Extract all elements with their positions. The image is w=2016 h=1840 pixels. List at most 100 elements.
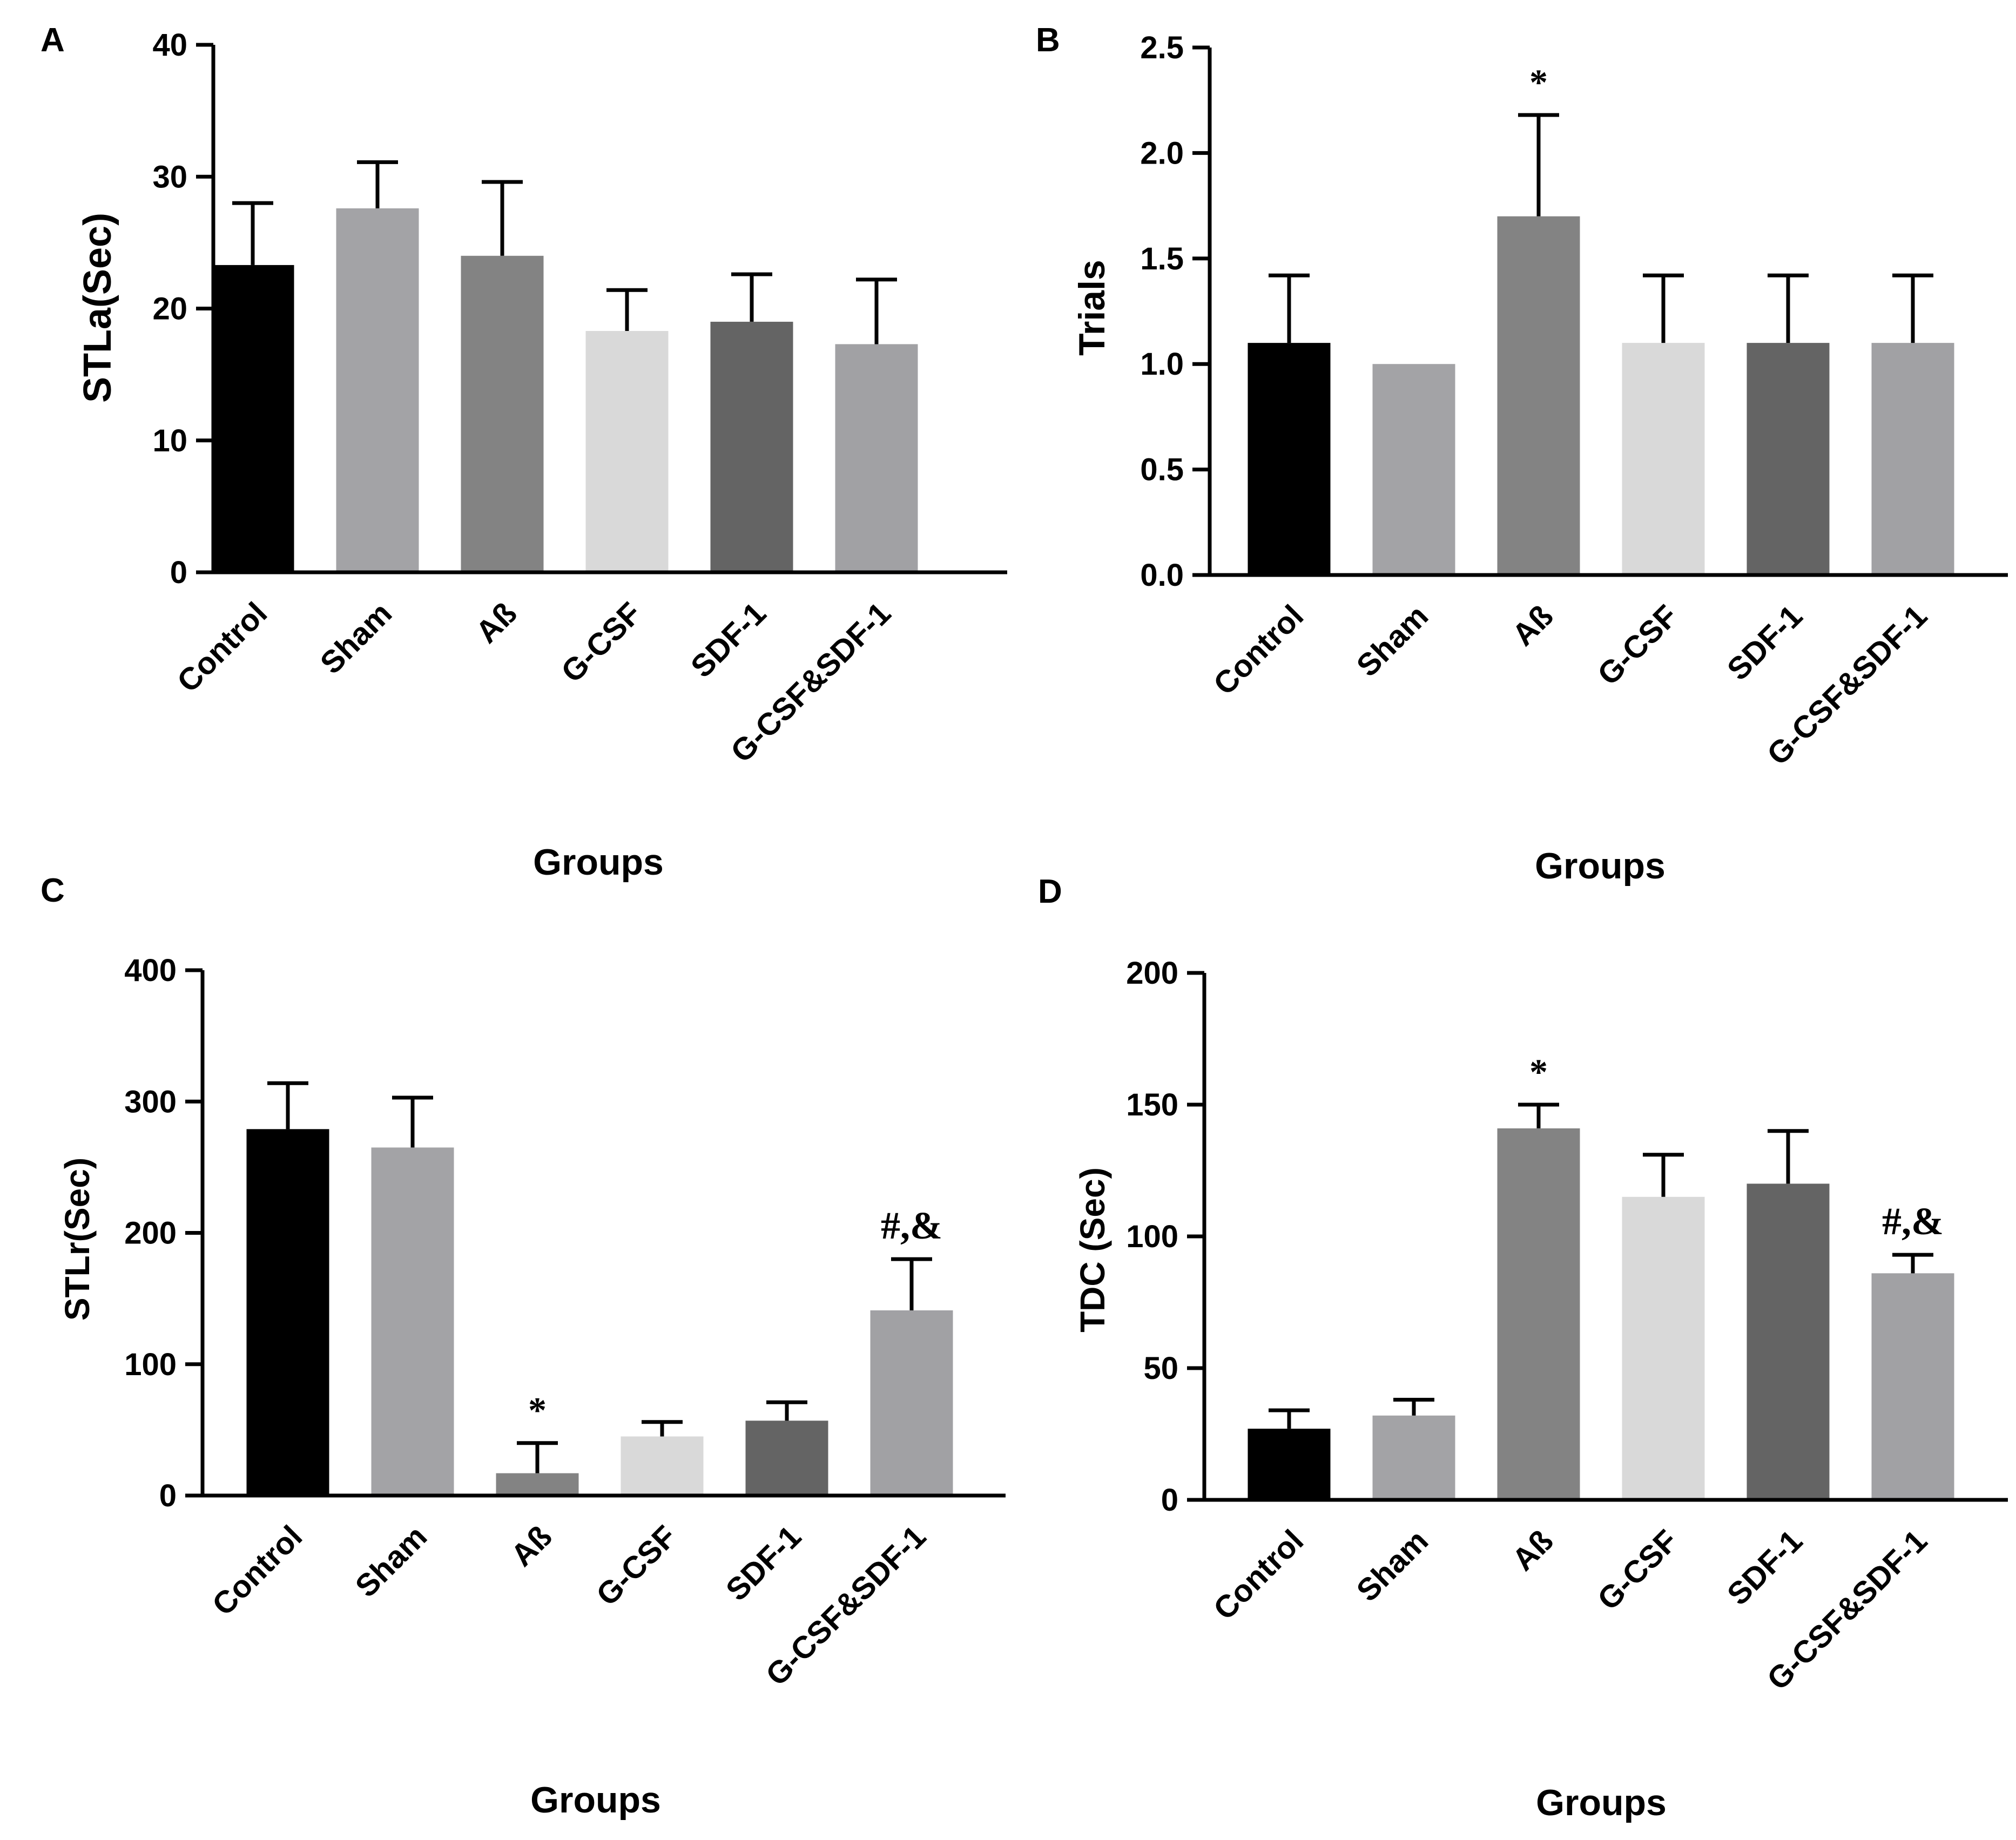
x-tick-label: Sham [1350,598,1435,684]
y-tick-label: 10 [152,423,187,458]
panel-a-y-ticks: 0 10 20 30 40 [152,28,213,590]
panel-a-letter: A [41,22,65,59]
x-tick-label: Sham [1350,1523,1435,1608]
panel-b-letter: B [1036,22,1060,59]
bar [745,1420,828,1496]
y-tick-label: 200 [124,1216,177,1251]
panel-d-bars [1248,1128,1954,1500]
panel-b-ylabel: Trials [1071,260,1112,356]
panel-d-error-bars [1269,1102,1933,1429]
panel-c-xlabel: Groups [530,1780,661,1821]
bar [1871,343,1954,575]
x-tick-label: Control [205,1519,309,1622]
bar [1747,1183,1830,1500]
y-tick-label: 200 [1126,956,1178,991]
x-tick-label: Aß [504,1519,559,1573]
bar [1372,364,1455,575]
y-tick-label: 0.5 [1140,452,1184,488]
panel-c-y-ticks: 0 100 200 300 400 [124,953,203,1513]
panel-a-xlabel: Groups [533,842,664,883]
panel-a-error-bars [232,160,897,344]
y-tick-label: 40 [152,28,187,63]
panel-b-y-ticks: 0.0 0.5 1.0 1.5 2.0 2.5 [1140,30,1210,593]
significance-annotation: * [1529,1051,1548,1092]
significance-annotation: #,& [881,1204,942,1247]
bar [835,344,918,572]
y-tick-label: 20 [152,292,187,327]
bar [870,1310,953,1496]
bar [496,1473,579,1496]
bar [1622,343,1705,575]
y-tick-label: 2.0 [1140,136,1184,171]
panel-b-error-bars [1269,113,1933,343]
panel-d-y-ticks: 0 50 100 150 200 [1126,956,1204,1518]
panel-c-annotations: * #,& [528,1204,942,1431]
x-tick-label: G-CSF [1591,598,1685,692]
y-tick-label: 150 [1126,1087,1178,1122]
y-tick-label: 30 [152,159,187,194]
bar [1622,1196,1705,1500]
panel-c-bars [246,1129,953,1496]
panel-d-letter: D [1038,873,1062,910]
y-tick-label: 100 [124,1347,177,1382]
y-tick-label: 1.5 [1140,241,1184,276]
bar [710,321,793,572]
bar [336,208,419,572]
significance-annotation: * [528,1390,547,1431]
panel-c-ylabel: STLr(Sec) [58,1158,97,1321]
panel-b: B Trials Groups * 0.0 0.5 1.0 1.5 2.0 2.5 Con… [1036,22,2008,887]
panel-a-bars [211,208,918,573]
bar [461,255,544,572]
y-tick-label: 50 [1143,1351,1178,1386]
y-tick-label: 2.5 [1140,30,1184,65]
panel-b-bars [1248,216,1954,575]
x-tick-label: G-CSF [590,1519,684,1613]
panel-c-x-labels: Control Sham Aß G-CSF SDF-1G-CSF&SDF-1 [205,1519,933,1693]
x-tick-label: G-CSF [555,596,649,689]
bar [371,1147,454,1496]
y-tick-label: 300 [124,1084,177,1119]
bar [585,331,669,572]
bar [1248,343,1331,575]
x-tick-label: Control [170,596,274,699]
x-tick-label: SDF-1 [1721,598,1809,687]
panel-a: A STLa(Sec) Groups 0 10 20 30 40 Control Sham… [41,22,1007,883]
panel-c: C STLr(Sec) Groups * #,& 0 100 200 300 400 Co… [41,872,1006,1821]
y-tick-label: 1.0 [1140,347,1184,382]
panel-b-xlabel: Groups [1535,845,1666,887]
y-tick-label: 0.0 [1140,558,1184,593]
y-tick-label: 0 [170,555,187,590]
panel-b-annotations: * [1529,62,1548,103]
y-tick-label: 100 [1126,1219,1178,1254]
panel-d: D TDC (Sec) Groups * #,& 0 50 100 150 200 Con… [1038,873,2008,1823]
panel-c-error-bars [267,1081,932,1473]
bar [211,265,294,573]
x-tick-label: G-CSF [1591,1523,1685,1617]
x-tick-label: Control [1206,598,1310,702]
y-tick-label: 0 [159,1478,177,1513]
x-tick-label: Aß [1506,598,1560,653]
bar [1747,343,1830,575]
x-tick-label: Aß [469,596,524,650]
bar [246,1129,329,1496]
x-tick-label: Sham [349,1519,434,1604]
panel-a-ylabel: STLa(Sec) [76,213,119,403]
x-tick-label: SDF-1 [1721,1523,1809,1612]
panel-a-x-labels: Control Sham Aß G-CSF SDF-1G-CSF&SDF-1 [170,596,898,769]
bar [1248,1429,1331,1500]
bar [1871,1273,1954,1500]
y-tick-label: 400 [124,953,177,988]
x-tick-label: Sham [314,596,399,681]
significance-annotation: * [1529,62,1548,103]
x-tick-label: Aß [1506,1523,1560,1578]
bar [1497,1128,1580,1500]
panel-d-xlabel: Groups [1536,1782,1667,1823]
x-tick-label: SDF-1 [719,1519,808,1607]
y-tick-label: 0 [1161,1483,1178,1518]
panel-c-letter: C [41,872,65,909]
panel-d-ylabel: TDC (Sec) [1073,1167,1112,1332]
panel-b-x-labels: Control Sham Aß G-CSF SDF-1G-CSF&SDF-1 [1206,598,1934,772]
x-tick-label: SDF-1 [684,596,773,684]
significance-annotation: #,& [1882,1200,1944,1243]
